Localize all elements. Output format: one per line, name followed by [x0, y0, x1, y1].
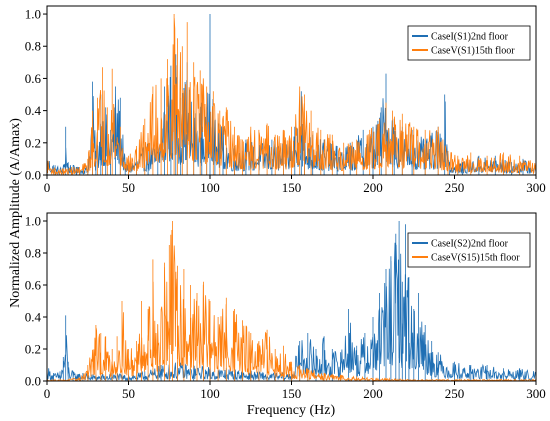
x-tick-label: 50: [122, 180, 135, 195]
y-tick-label: 0.2: [25, 342, 41, 357]
y-tick-label: 0.8: [25, 39, 41, 54]
y-tick-label: 1.0: [25, 7, 41, 22]
x-tick-label: 100: [200, 180, 220, 195]
x-tick-label: 250: [445, 180, 465, 195]
y-tick-label: 0.0: [25, 374, 41, 389]
y-tick-label: 0.2: [25, 135, 41, 150]
y-axis-title: Normalized Amplitude (A/Amax): [8, 118, 23, 308]
legend-label: CaseI(S1)2nd floor: [431, 32, 509, 43]
x-tick-label: 100: [200, 386, 220, 401]
x-tick-label: 0: [44, 386, 51, 401]
legend-label: CaseI(S2)2nd floor: [431, 239, 509, 250]
x-tick-label: 150: [282, 386, 302, 401]
x-tick-label: 150: [282, 180, 302, 195]
legend-label: CaseV(S15)15th floor: [431, 253, 520, 264]
series-line-2: [47, 14, 536, 175]
x-tick-label: 300: [526, 386, 546, 401]
chart-panel-bottom: 0 50 100 150 200 250 300 0.0 0.2 0.4 0.6 0.8 1.0 Case…: [25, 212, 546, 401]
x-tick-label: 0: [44, 180, 51, 195]
series-line-2: [47, 221, 536, 381]
x-axis-title: Frequency (Hz): [247, 403, 336, 418]
y-tick-label: 1.0: [25, 214, 41, 229]
y-tick-label: 0.6: [25, 71, 42, 86]
x-tick-label: 50: [122, 386, 135, 401]
legend-label: CaseV(S1)15th floor: [431, 46, 515, 57]
x-tick-label: 250: [445, 386, 465, 401]
x-tick-label: 300: [526, 180, 546, 195]
y-tick-label: 0.4: [25, 103, 42, 118]
legend: CaseI(S1)2nd floor CaseV(S1)15th floor: [407, 25, 531, 61]
y-tick-label: 0.8: [25, 246, 41, 261]
y-tick-label: 0.4: [25, 310, 42, 325]
legend: CaseI(S2)2nd floor CaseV(S15)15th floor: [407, 232, 531, 268]
y-tick-label: 0.6: [25, 278, 42, 293]
x-tick-label: 200: [363, 180, 383, 195]
chart-panel-top: 0 50 100 150 200 250 300 0.0 0.2 0.4 0.6 0.8 1.0 Case…: [25, 5, 546, 195]
y-tick-label: 0.0: [25, 168, 41, 183]
x-tick-label: 200: [363, 386, 383, 401]
